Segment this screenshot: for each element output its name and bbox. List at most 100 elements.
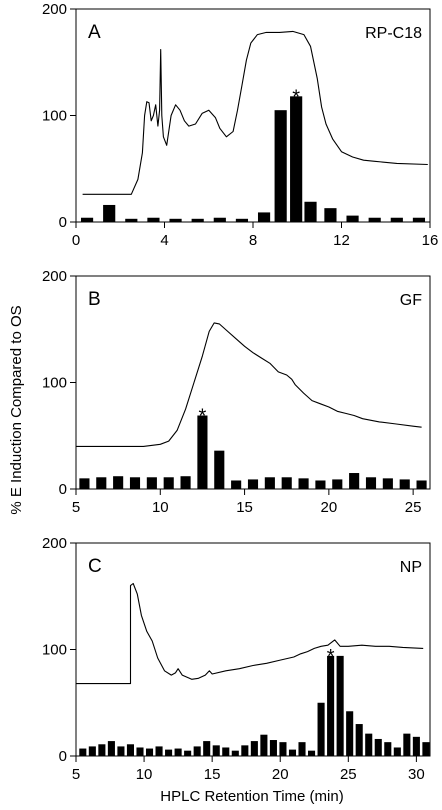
bar [117, 746, 125, 756]
y-tick-label: 0 [59, 481, 67, 498]
panel-a: 0 100 200 0 4 8 12 16 * A RP-C18 [42, 1, 438, 249]
x-axis-title: HPLC Retention Time (min) [160, 788, 343, 805]
bar [96, 477, 107, 489]
bar [412, 217, 426, 222]
bar [374, 738, 382, 756]
bar [416, 480, 427, 489]
bar [231, 750, 239, 756]
y-tick-label: 100 [42, 375, 67, 392]
significance-star: * [327, 646, 335, 668]
y-tick-label: 0 [59, 214, 67, 231]
bar [214, 450, 225, 489]
bar [80, 217, 94, 222]
x-tick-label: 10 [136, 766, 153, 783]
panel-name: NP [400, 559, 422, 576]
bar [336, 655, 344, 756]
x-tick-label: 0 [72, 232, 80, 249]
panel-letter: B [88, 289, 101, 310]
bar [98, 744, 106, 756]
bar [169, 218, 182, 222]
plot-frame [75, 542, 431, 757]
x-tick-label: 15 [204, 766, 221, 783]
bar [79, 748, 87, 756]
bar [213, 217, 226, 222]
bar [129, 477, 141, 489]
bar [393, 747, 401, 756]
bar [113, 476, 124, 489]
bar [298, 742, 306, 756]
bar [231, 480, 242, 489]
bar [222, 747, 230, 756]
bar [274, 110, 287, 222]
x-tick-label: 20 [321, 499, 338, 516]
bar [290, 96, 303, 222]
bar [88, 746, 96, 756]
x-tick-label: 25 [340, 766, 357, 783]
x-tick-label: 4 [160, 232, 168, 249]
chromatogram-trace [76, 582, 424, 685]
bar [250, 741, 258, 756]
bar [174, 748, 182, 756]
bar [304, 201, 317, 222]
x-tick-label: 12 [333, 232, 350, 249]
bar [288, 749, 297, 756]
chromatogram-trace [82, 30, 428, 195]
bar [125, 218, 138, 222]
bar [298, 478, 309, 489]
bar [332, 479, 343, 489]
bar [324, 208, 337, 222]
bar [281, 477, 292, 489]
bar [193, 746, 201, 756]
x-tick-label: 16 [422, 232, 439, 249]
significance-star: * [199, 406, 207, 428]
y-tick-label: 0 [59, 748, 67, 765]
bar [390, 217, 403, 222]
bar [384, 742, 392, 756]
bar [422, 742, 430, 756]
x-tick-label: 5 [72, 499, 80, 516]
x-tick-label: 25 [405, 499, 422, 516]
y-axis-title: % E Induction Compared to OS [8, 305, 25, 514]
bar [203, 741, 211, 756]
panel-letter: A [88, 22, 101, 43]
bar [147, 217, 160, 222]
bar [317, 702, 325, 756]
bar [308, 750, 316, 756]
bar [103, 204, 116, 222]
bar [79, 478, 90, 489]
bar [412, 736, 420, 756]
y-tick-label: 200 [42, 268, 67, 285]
bar [146, 477, 157, 489]
bar [365, 733, 373, 756]
bar [315, 480, 326, 489]
x-tick-label: 15 [236, 499, 253, 516]
bar [382, 478, 393, 489]
bar [241, 745, 249, 756]
bar [165, 749, 173, 756]
bar [180, 476, 191, 489]
bar [191, 218, 204, 222]
bar [235, 218, 249, 222]
significance-star: * [292, 86, 300, 108]
plot-frame [75, 275, 431, 490]
bar [355, 724, 363, 756]
bar [399, 479, 410, 489]
bar [136, 747, 144, 756]
bar [346, 215, 359, 222]
chromatogram-trace [76, 322, 422, 447]
bar [145, 748, 154, 756]
bar [260, 734, 268, 756]
y-tick-label: 100 [42, 642, 67, 659]
bar [403, 733, 411, 756]
x-tick-label: 5 [72, 766, 80, 783]
bar [247, 479, 259, 489]
bar [349, 473, 360, 489]
panel-c: 0 100 200 5 10 15 20 25 30 * C NP [42, 535, 431, 783]
panel-name: GF [400, 292, 422, 309]
x-tick-label: 10 [152, 499, 169, 516]
bar [269, 740, 277, 756]
bar [257, 212, 271, 222]
bar [107, 741, 115, 756]
bar [212, 745, 220, 756]
